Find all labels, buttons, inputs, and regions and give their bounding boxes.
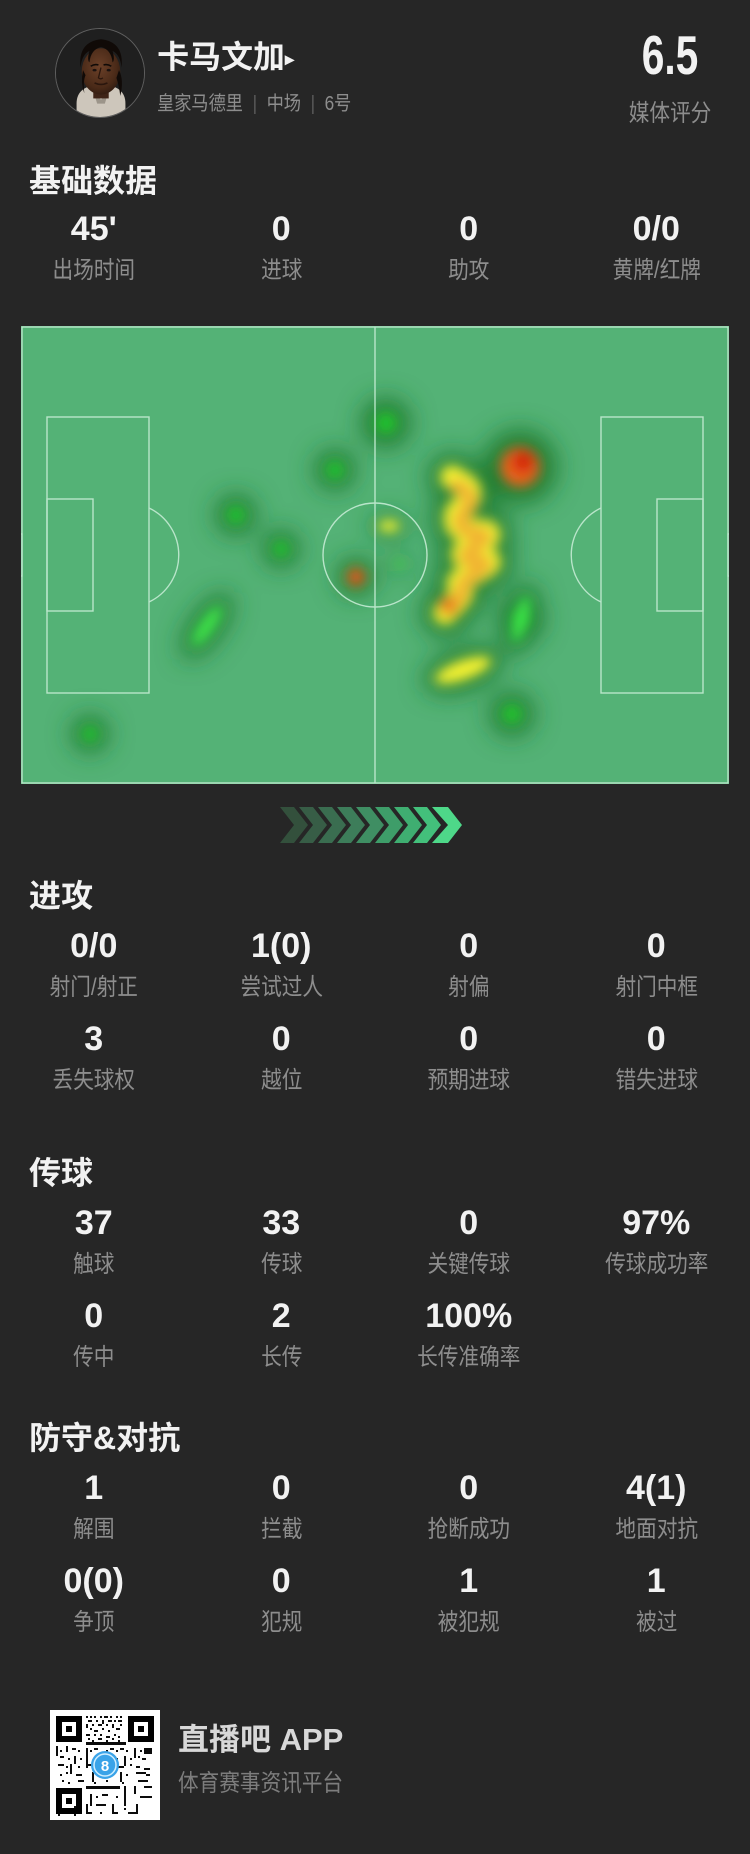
svg-text:8: 8: [101, 1758, 109, 1775]
